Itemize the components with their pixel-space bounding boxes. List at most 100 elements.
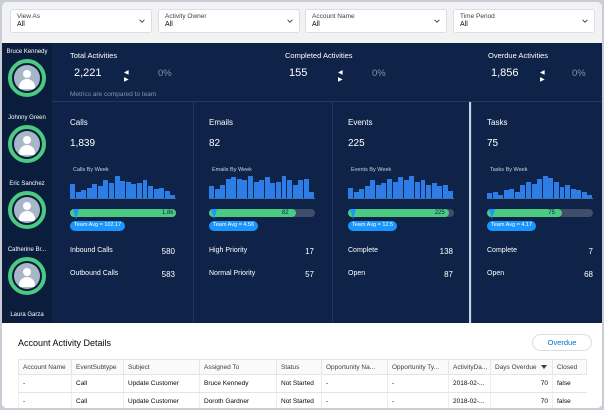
weekly-bar <box>587 194 593 198</box>
rep-laura-garza[interactable]: Laura Garza <box>2 312 52 318</box>
account-activity-details: Account Activity Details Overdue Account… <box>2 323 602 408</box>
rep-eric-sanchez[interactable]: Eric Sanchez <box>2 181 52 229</box>
weekly-bar <box>131 184 137 198</box>
person-icon <box>14 131 40 157</box>
weekly-bar <box>509 188 515 198</box>
rep-catherine[interactable]: Catherine Br... <box>2 247 52 295</box>
column-header[interactable]: ActivityDa... <box>448 359 491 375</box>
weekly-bar <box>81 190 87 198</box>
filter-activity-owner[interactable]: Activity Owner All <box>158 9 300 33</box>
table-cell: - <box>321 374 388 393</box>
column-header[interactable]: Subject <box>123 359 200 375</box>
weekly-bar <box>359 189 365 198</box>
column-header[interactable]: Opportunity Na... <box>321 359 388 375</box>
weekly-bar <box>431 183 437 198</box>
card-calls[interactable]: Calls 1,839 Calls By Week 1.8k Team Avg … <box>55 102 194 323</box>
table-cell: - <box>387 392 449 408</box>
summary-percent: 0% <box>372 68 386 79</box>
table-cell: Doroth Gardner <box>199 392 277 408</box>
weekly-bar <box>259 180 265 198</box>
weekly-bar <box>487 193 492 198</box>
filter-value: All <box>17 21 25 28</box>
weekly-bar <box>364 186 370 198</box>
weekly-bar <box>70 184 75 198</box>
column-header-sorted[interactable]: Days Overdue <box>490 359 553 375</box>
weekly-bar <box>370 180 376 198</box>
overdue-filter-button[interactable]: Overdue <box>532 334 592 351</box>
weekly-bar <box>214 189 220 198</box>
column-header[interactable]: Opportunity Ty... <box>387 359 449 375</box>
card-emails[interactable]: Emails 82 Emails By Week 82 Team Avg = 4… <box>194 102 333 323</box>
metric-label: Open <box>348 270 366 277</box>
chevron-down-icon <box>139 19 145 23</box>
metric-value: 138 <box>439 247 453 256</box>
weekly-label: Emails By Week <box>212 167 252 173</box>
card-tasks[interactable]: Tasks 75 Tasks By Week 75 Team Avg = 4.1… <box>472 102 602 323</box>
rep-name: Johnny Green <box>8 115 46 121</box>
filter-view-as[interactable]: View As All <box>10 9 152 33</box>
column-header[interactable]: Status <box>276 359 322 375</box>
weekly-bar <box>570 188 576 198</box>
weekly-bar <box>270 183 276 198</box>
sort-descending-icon[interactable] <box>540 364 547 369</box>
table-row[interactable]: - Call Update Customer Doroth Gardner No… <box>18 392 587 408</box>
weekly-bar <box>231 177 237 198</box>
compare-arrows-icon[interactable]: ◀ ▶ <box>540 70 546 83</box>
weekly-bar <box>392 181 398 198</box>
column-header[interactable]: Account Name <box>18 359 72 375</box>
avatar <box>8 257 46 295</box>
weekly-bar <box>97 186 103 198</box>
avatar <box>8 125 46 163</box>
weekly-bar <box>514 191 520 198</box>
chevron-down-icon <box>287 19 293 23</box>
chevron-down-icon <box>582 19 588 23</box>
weekly-bar <box>492 191 498 198</box>
summary-title: Total Activities <box>70 51 118 60</box>
compare-arrows-icon[interactable]: ◀ ▶ <box>124 70 130 83</box>
compare-arrows-icon[interactable]: ◀ ▶ <box>338 70 344 83</box>
summary-percent: 0% <box>572 68 586 79</box>
metric-label: Complete <box>487 247 517 254</box>
weekly-bar <box>448 190 454 198</box>
table-cell: - <box>18 392 72 408</box>
weekly-bar <box>248 176 254 198</box>
weekly-label: Tasks By Week <box>490 167 528 173</box>
weekly-bar <box>125 182 131 198</box>
weekly-bar <box>242 180 248 198</box>
team-average-badge: Team Avg = 12.5 <box>348 221 398 231</box>
rep-bruce-kennedy[interactable]: Bruce Kennedy <box>2 49 52 97</box>
filter-label: Activity Owner <box>165 13 207 20</box>
weekly-bar <box>387 178 393 198</box>
weekly-bar <box>553 182 559 198</box>
summary-value: 155 <box>289 67 308 79</box>
weekly-chart <box>209 176 315 198</box>
weekly-bar <box>576 190 582 198</box>
weekly-bar <box>420 180 426 198</box>
column-header[interactable]: EventSubtype <box>71 359 124 375</box>
weekly-bar <box>136 183 142 198</box>
card-events[interactable]: Events 225 Events By Week 225 Team Avg =… <box>333 102 472 323</box>
team-average-marker <box>73 209 80 219</box>
summary-percent: 0% <box>158 68 172 79</box>
chevron-down-icon <box>434 19 440 23</box>
column-header[interactable]: Assigned To <box>199 359 277 375</box>
metric-value: 7 <box>588 247 593 256</box>
weekly-chart <box>70 176 176 198</box>
column-header[interactable]: Closed <box>552 359 587 375</box>
progress-label: 75 <box>548 210 555 216</box>
weekly-bar <box>537 179 543 198</box>
progress-label: 225 <box>434 210 445 216</box>
table-cell: Call <box>71 392 124 408</box>
metric-label: Outbound Calls <box>70 270 119 277</box>
table-cell: Not Started <box>276 392 322 408</box>
filter-time-period[interactable]: Time Period All <box>453 9 595 33</box>
card-value: 225 <box>348 138 365 149</box>
rep-johnny-green[interactable]: Johnny Green <box>2 115 52 163</box>
progress-fill <box>348 209 449 217</box>
summary-title: Overdue Activities <box>488 51 549 60</box>
activity-dashboard: Bruce Kennedy Johnny Green Eric Sanchez … <box>2 43 602 323</box>
filter-account-name[interactable]: Account Name All <box>305 9 447 33</box>
table-row[interactable]: - Call Update Customer Bruce Kennedy Not… <box>18 374 587 393</box>
weekly-bar <box>109 183 115 198</box>
